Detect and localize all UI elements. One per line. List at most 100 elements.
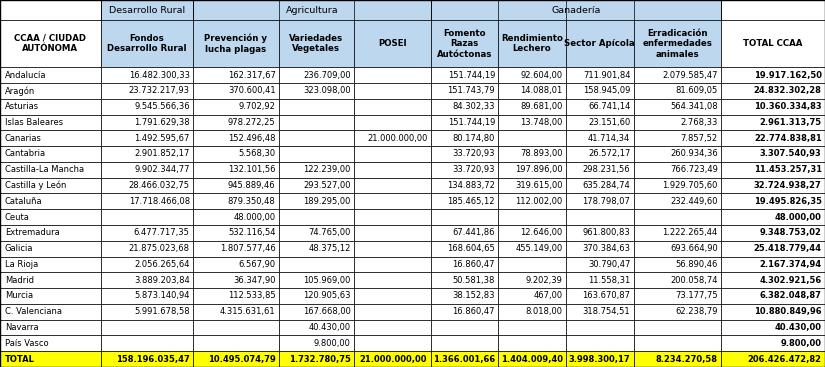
Text: 2.056.265,64: 2.056.265,64 — [134, 260, 190, 269]
Bar — [721, 351, 825, 367]
Bar — [721, 304, 825, 320]
Bar — [721, 335, 825, 351]
Text: 693.664,90: 693.664,90 — [670, 244, 718, 253]
Text: 5.568,30: 5.568,30 — [238, 149, 276, 159]
Bar — [101, 241, 193, 257]
Text: 2.167.374,94: 2.167.374,94 — [760, 260, 822, 269]
Bar — [721, 225, 825, 241]
Bar — [431, 209, 498, 225]
Text: 1.732.780,75: 1.732.780,75 — [289, 355, 351, 364]
Bar — [0, 0, 101, 20]
Bar — [566, 241, 634, 257]
Bar — [101, 178, 193, 193]
Bar — [634, 288, 721, 304]
Bar — [721, 20, 825, 67]
Bar — [431, 178, 498, 193]
Text: 158.196.035,47: 158.196.035,47 — [116, 355, 190, 364]
Text: 21.000.000,00: 21.000.000,00 — [360, 355, 427, 364]
Bar — [566, 335, 634, 351]
Text: 84.302,33: 84.302,33 — [452, 102, 495, 111]
Text: 3.889.203,84: 3.889.203,84 — [134, 276, 190, 285]
Bar — [193, 162, 279, 178]
Text: Erradicación
enfermedades
animales: Erradicación enfermedades animales — [643, 29, 712, 59]
Bar — [566, 178, 634, 193]
Text: 23.151,60: 23.151,60 — [588, 118, 630, 127]
Bar — [193, 0, 431, 20]
Text: 3.998.300,17: 3.998.300,17 — [568, 355, 630, 364]
Text: 78.893,00: 78.893,00 — [520, 149, 563, 159]
Text: 33.720,93: 33.720,93 — [452, 149, 495, 159]
Bar — [0, 99, 101, 115]
Bar — [634, 20, 721, 67]
Text: 30.790,47: 30.790,47 — [588, 260, 630, 269]
Text: 9.702,92: 9.702,92 — [238, 102, 276, 111]
Bar — [193, 130, 279, 146]
Text: Desarrollo Rural: Desarrollo Rural — [109, 6, 185, 15]
Bar — [431, 162, 498, 178]
Bar — [566, 130, 634, 146]
Bar — [566, 288, 634, 304]
Text: 25.418.779,44: 25.418.779,44 — [754, 244, 822, 253]
Bar — [279, 115, 354, 130]
Text: 73.177,75: 73.177,75 — [675, 291, 718, 301]
Bar — [431, 241, 498, 257]
Text: 33.720,93: 33.720,93 — [452, 165, 495, 174]
Text: 11.453.257,31: 11.453.257,31 — [753, 165, 822, 174]
Bar — [354, 209, 431, 225]
Bar — [498, 209, 566, 225]
Text: 2.901.852,17: 2.901.852,17 — [134, 149, 190, 159]
Bar — [279, 257, 354, 272]
Bar — [0, 162, 101, 178]
Bar — [498, 99, 566, 115]
Text: 7.857,52: 7.857,52 — [681, 134, 718, 143]
Text: 532.116,54: 532.116,54 — [228, 228, 276, 237]
Text: 40.430,00: 40.430,00 — [775, 323, 822, 332]
Bar — [431, 257, 498, 272]
Text: 319.615,00: 319.615,00 — [515, 181, 563, 190]
Text: Cataluña: Cataluña — [5, 197, 43, 206]
Text: 16.482.300,33: 16.482.300,33 — [129, 70, 190, 80]
Text: 151.744,19: 151.744,19 — [448, 118, 495, 127]
Bar — [101, 130, 193, 146]
Text: 9.348.753,02: 9.348.753,02 — [760, 228, 822, 237]
Text: TOTAL: TOTAL — [5, 355, 35, 364]
Bar — [431, 20, 498, 67]
Bar — [498, 162, 566, 178]
Text: 2.079.585,47: 2.079.585,47 — [662, 70, 718, 80]
Text: 370.600,41: 370.600,41 — [228, 86, 276, 95]
Text: 23.732.217,93: 23.732.217,93 — [129, 86, 190, 95]
Text: Variedades
Vegetales: Variedades Vegetales — [290, 34, 343, 53]
Text: 298.231,56: 298.231,56 — [582, 165, 630, 174]
Bar — [566, 209, 634, 225]
Bar — [279, 241, 354, 257]
Bar — [193, 241, 279, 257]
Bar — [0, 83, 101, 99]
Bar — [279, 193, 354, 209]
Bar — [193, 115, 279, 130]
Text: Madrid: Madrid — [5, 276, 34, 285]
Bar — [101, 335, 193, 351]
Bar — [431, 320, 498, 335]
Bar — [634, 304, 721, 320]
Bar — [354, 257, 431, 272]
Text: C. Valenciana: C. Valenciana — [5, 307, 62, 316]
Bar — [193, 20, 279, 67]
Bar — [101, 99, 193, 115]
Text: 232.449,60: 232.449,60 — [670, 197, 718, 206]
Bar — [279, 162, 354, 178]
Text: 323.098,00: 323.098,00 — [303, 86, 351, 95]
Bar — [634, 99, 721, 115]
Bar — [634, 209, 721, 225]
Bar — [354, 272, 431, 288]
Bar — [101, 304, 193, 320]
Text: 74.765,00: 74.765,00 — [309, 228, 351, 237]
Text: CCAA / CIUDAD
AUTÓNOMA: CCAA / CIUDAD AUTÓNOMA — [14, 34, 87, 53]
Text: 961.800,83: 961.800,83 — [582, 228, 630, 237]
Text: 9.545.566,36: 9.545.566,36 — [134, 102, 190, 111]
Bar — [101, 20, 193, 67]
Text: 80.174,80: 80.174,80 — [453, 134, 495, 143]
Text: 66.741,14: 66.741,14 — [588, 102, 630, 111]
Text: Canarias: Canarias — [5, 134, 42, 143]
Text: 2.961.313,75: 2.961.313,75 — [760, 118, 822, 127]
Bar — [566, 146, 634, 162]
